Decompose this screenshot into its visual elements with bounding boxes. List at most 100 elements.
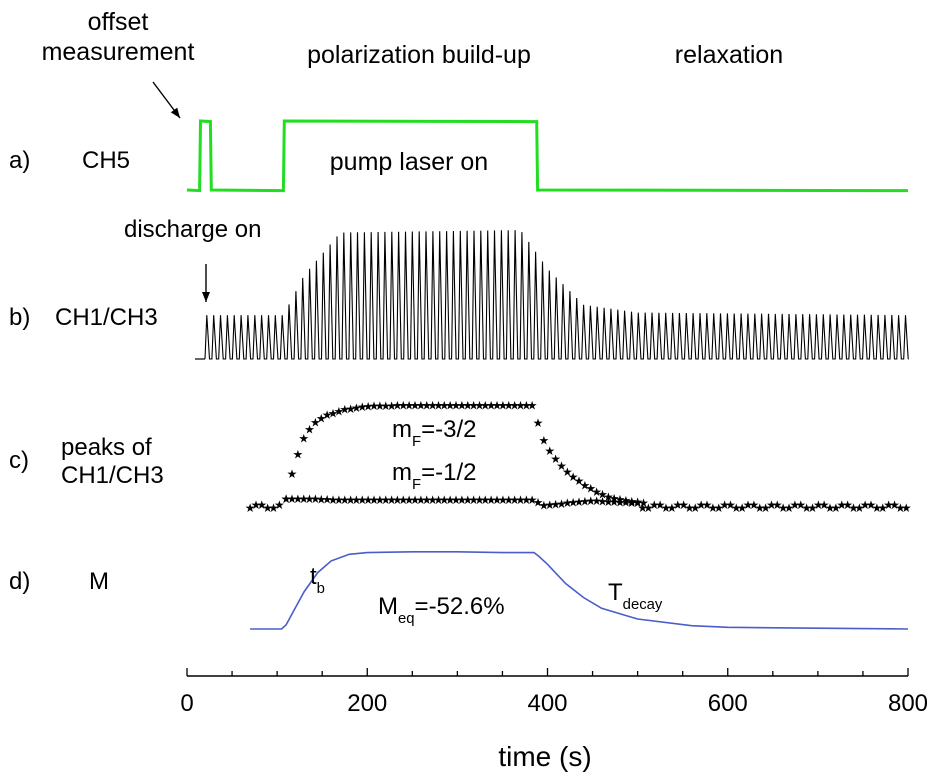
peak-star-mf-1-2: ★ [609, 495, 620, 509]
peak-star-mf-1-2: ★ [509, 493, 520, 507]
x-tick-label: 0 [180, 690, 193, 717]
peak-star-mf-3-2: ★ [597, 487, 608, 501]
peak-star-baseline: ★ [672, 498, 683, 512]
x-tick-label: 200 [347, 690, 387, 717]
panel-label-c: c) [9, 447, 29, 474]
peak-star-mf-1-2: ★ [415, 493, 426, 507]
peak-star-baseline: ★ [860, 498, 871, 512]
annotation-main: T [608, 579, 623, 606]
panel-label-b: b) [9, 304, 30, 331]
peak-star-mf-3-2: ★ [632, 495, 643, 509]
peak-star-baseline: ★ [649, 498, 660, 512]
peak-star-baseline: ★ [731, 501, 742, 515]
peak-star-baseline: ★ [666, 501, 677, 515]
peak-star-mf-1-2: ★ [462, 493, 473, 507]
peak-star-baseline: ★ [256, 498, 267, 512]
peak-star-mf-3-2: ★ [626, 494, 637, 508]
peak-star-mf-1-2: ★ [410, 493, 421, 507]
peak-star-mf-3-2: ★ [322, 408, 333, 422]
peak-star-mf-1-2: ★ [632, 496, 643, 510]
annotation-mf-3-2: mF=-3/2 [392, 416, 476, 450]
annotation-rest: =-3/2 [421, 416, 476, 443]
peak-star-mf-3-2: ★ [462, 398, 473, 412]
peak-star-baseline: ★ [795, 498, 806, 512]
peak-star-mf-1-2: ★ [456, 493, 467, 507]
panel-name-ch1-ch3: CH1/CH3 [55, 304, 158, 331]
peak-star-mf-3-2: ★ [351, 401, 362, 415]
panel-name-m: M [89, 568, 109, 595]
peak-star-baseline: ★ [825, 501, 836, 515]
annotation-rest: =-52.6% [415, 593, 505, 620]
peak-star-baseline: ★ [889, 498, 900, 512]
peak-star-mf-3-2: ★ [585, 482, 596, 496]
annotation-tb: tb [310, 563, 325, 597]
peak-star-baseline: ★ [766, 498, 777, 512]
peak-star-mf-3-2: ★ [562, 465, 573, 479]
peak-star-mf-1-2: ★ [480, 493, 491, 507]
peak-star-mf-1-2: ★ [357, 493, 368, 507]
peak-star-mf-3-2: ★ [398, 399, 409, 413]
peak-star-mf-1-2: ★ [421, 493, 432, 507]
peak-star-mf-3-2: ★ [468, 398, 479, 412]
x-tick-label: 800 [888, 690, 928, 717]
peak-star-mf-3-2: ★ [433, 398, 444, 412]
peak-star-baseline: ★ [854, 501, 865, 515]
peak-star-baseline: ★ [678, 498, 689, 512]
peak-star-mf-3-2: ★ [609, 491, 620, 505]
peak-star-baseline: ★ [819, 498, 830, 512]
peak-star-mf-1-2: ★ [322, 493, 333, 507]
peak-star-mf-3-2: ★ [369, 399, 380, 413]
peak-star-baseline: ★ [772, 498, 783, 512]
annotation-discharge-on: discharge on [124, 216, 261, 243]
peak-star-mf-3-2: ★ [328, 406, 339, 420]
annotation-subscript: F [412, 434, 421, 450]
peak-star-baseline: ★ [895, 501, 906, 515]
peak-star-baseline: ★ [877, 501, 888, 515]
peak-star-baseline: ★ [637, 501, 648, 515]
peak-star-baseline: ★ [831, 501, 842, 515]
peak-star-mf-1-2: ★ [439, 493, 450, 507]
annotation-rest: =-1/2 [421, 459, 476, 486]
peak-star-mf-3-2: ★ [574, 474, 585, 488]
peak-star-mf-3-2: ★ [287, 467, 298, 481]
peak-star-baseline: ★ [848, 501, 859, 515]
peak-star-mf-3-2: ★ [509, 398, 520, 412]
peak-star-mf-1-2: ★ [486, 493, 497, 507]
peak-star-baseline: ★ [719, 498, 730, 512]
peak-star-mf-3-2: ★ [380, 399, 391, 413]
peak-star-baseline: ★ [690, 501, 701, 515]
peak-star-mf-3-2: ★ [480, 398, 491, 412]
peak-star-mf-1-2: ★ [292, 492, 303, 506]
annotation-subscript: eq [398, 611, 415, 627]
x-axis-label: time (s) [498, 741, 591, 772]
peak-star-mf-3-2: ★ [615, 492, 626, 506]
label-line: CH1/CH3 [61, 462, 164, 489]
peak-star-mf-3-2: ★ [386, 399, 397, 413]
peak-star-mf-3-2: ★ [339, 403, 350, 417]
peak-star-mf-1-2: ★ [304, 492, 315, 506]
peak-star-mf-3-2: ★ [410, 398, 421, 412]
peak-star-baseline: ★ [754, 501, 765, 515]
peak-star-mf-3-2: ★ [515, 398, 526, 412]
annotation-subscript: F [412, 477, 421, 493]
peak-star-baseline: ★ [268, 501, 279, 515]
peak-star-mf-3-2: ★ [638, 496, 649, 510]
panel-name-ch5: CH5 [82, 147, 130, 174]
peak-star-mf-1-2: ★ [351, 493, 362, 507]
peak-star-mf-3-2: ★ [492, 398, 503, 412]
peak-star-baseline: ★ [643, 501, 654, 515]
peak-star-mf-1-2: ★ [597, 494, 608, 508]
peak-star-mf-3-2: ★ [445, 398, 456, 412]
peak-star-baseline: ★ [737, 501, 748, 515]
panel-name-peaks: peaks of CH1/CH3 [61, 434, 164, 489]
peak-star-mf-1-2: ★ [433, 493, 444, 507]
x-tick-label: 600 [708, 690, 748, 717]
phase-label-offset-measurement: offset measurement [42, 8, 195, 66]
peak-star-mf-1-2: ★ [498, 493, 509, 507]
annotation-mf-1-2: mF=-1/2 [392, 459, 476, 493]
peak-star-mf-3-2: ★ [333, 404, 344, 418]
peak-star-mf-3-2: ★ [421, 398, 432, 412]
peak-star-mf-1-2: ★ [369, 493, 380, 507]
peak-star-baseline: ★ [655, 498, 666, 512]
